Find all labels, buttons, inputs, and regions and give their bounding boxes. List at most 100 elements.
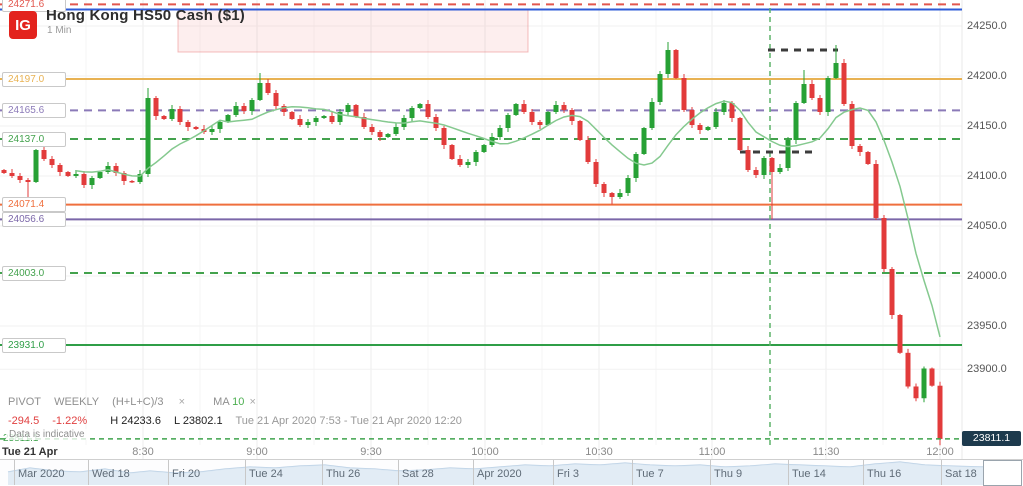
navigator-divider xyxy=(941,460,942,485)
pivot-indicator-period[interactable]: WEEKLY xyxy=(54,396,100,408)
candle-body xyxy=(585,140,591,162)
candle-body xyxy=(913,386,919,399)
time-axis-label: 9:30 xyxy=(360,446,382,458)
candle-body xyxy=(673,50,679,78)
candle-body xyxy=(161,116,167,119)
candle-body xyxy=(345,105,351,112)
candle-body xyxy=(369,127,375,132)
candle-body xyxy=(113,166,119,173)
ma-line xyxy=(75,100,941,338)
candle-body xyxy=(497,128,503,137)
navigator-date-label: Thu 9 xyxy=(714,468,743,480)
session-low-label: L xyxy=(174,415,180,427)
candle-body xyxy=(337,112,343,122)
candle-body xyxy=(809,84,815,98)
candle-body xyxy=(385,134,391,137)
ig-logo: IG xyxy=(9,11,37,39)
candle-body xyxy=(897,315,903,353)
pivot-level-label: 24165.6 xyxy=(2,102,66,118)
candle-body xyxy=(177,109,183,122)
candle-body xyxy=(273,93,279,106)
candle-body xyxy=(545,112,551,125)
candle-body xyxy=(57,165,63,172)
candle-body xyxy=(249,100,255,111)
navigator-date-label: Fri 20 xyxy=(172,468,201,480)
price-axis-label: 24200.0 xyxy=(967,70,1007,82)
navigator-date-label: Tue 7 xyxy=(636,468,664,480)
navigator-date-label: Fri 3 xyxy=(557,468,579,480)
candle-body xyxy=(313,118,319,122)
pivot-indicator-name[interactable]: PIVOT xyxy=(8,396,42,408)
candle-body xyxy=(241,106,247,111)
price-axis-label: 23950.0 xyxy=(967,320,1007,332)
navigator-date-label: Sat 18 xyxy=(945,468,977,480)
navigator-divider xyxy=(245,460,246,485)
chart-interval: 1 Min xyxy=(47,25,72,36)
date-navigator-scrollbar[interactable]: Mar 2020 Wed 18 Fri 20 Tue 24 Thu 26 Sat 28 Ap… xyxy=(0,459,1023,486)
candle-body xyxy=(217,122,223,129)
navigator-date-label: Mar 2020 xyxy=(18,468,65,480)
candle-body xyxy=(49,159,55,165)
pivot-level-label: 23931.0 xyxy=(2,337,66,353)
remove-ma-icon[interactable]: × xyxy=(249,396,256,408)
candle-body xyxy=(281,106,287,112)
time-axis-label: 12:00 xyxy=(926,446,954,458)
candle-body xyxy=(185,122,191,127)
candle-body xyxy=(609,193,615,197)
last-price-badge: 23811.1 xyxy=(962,430,1021,446)
candle-body xyxy=(65,172,71,176)
ma-indicator-period[interactable]: 10 xyxy=(232,396,245,408)
candle-body xyxy=(473,152,479,162)
candle-body xyxy=(321,116,327,118)
price-axis-label: 24150.0 xyxy=(967,120,1007,132)
candle-body xyxy=(737,118,743,150)
navigator-selection[interactable] xyxy=(983,460,1022,486)
navigator-date-label: Tue 14 xyxy=(792,468,826,480)
highlight-zone xyxy=(177,9,529,53)
price-axis-label: 24100.0 xyxy=(967,170,1007,182)
candle-body xyxy=(793,103,799,140)
pivot-indicator-formula[interactable]: (H+L+C)/3 xyxy=(112,396,164,408)
candle-body xyxy=(361,117,367,127)
session-stats: -294.5 -1.22% H 24233.6 L 23802.1 Tue 21… xyxy=(8,415,462,427)
candle-body xyxy=(617,193,623,197)
remove-pivot-icon[interactable]: × xyxy=(178,396,186,408)
instrument-title: Hong Kong HS50 Cash ($1) xyxy=(46,7,245,24)
data-indicative-note: Data is indicative xyxy=(6,429,88,440)
candle-body xyxy=(409,108,415,118)
candle-body xyxy=(777,168,783,172)
candle-body xyxy=(329,116,335,122)
candle-body xyxy=(905,352,911,387)
candle-body xyxy=(73,174,79,176)
candle-body xyxy=(761,158,767,175)
candle-body xyxy=(697,125,703,130)
candle-body xyxy=(649,102,655,128)
candle-body xyxy=(537,122,543,125)
candle-body xyxy=(393,127,399,134)
session-low-value: 23802.1 xyxy=(182,415,223,427)
pivot-level-label: 24003.0 xyxy=(2,265,66,281)
candle-body xyxy=(601,184,607,193)
navigator-divider xyxy=(632,460,633,485)
time-axis-label: 11:30 xyxy=(812,446,840,458)
candle-body xyxy=(801,84,807,103)
candle-body xyxy=(937,385,943,439)
candle-body xyxy=(153,98,159,116)
candle-body xyxy=(641,128,647,154)
candle-body xyxy=(305,122,311,125)
candle-body xyxy=(89,178,95,185)
candle-body xyxy=(81,174,87,185)
navigator-date-label: Thu 16 xyxy=(867,468,902,480)
candle-body xyxy=(753,170,759,175)
candle-body xyxy=(729,103,735,118)
navigator-divider xyxy=(788,460,789,485)
change-points: -294.5 xyxy=(8,415,40,427)
candle-body xyxy=(833,63,839,78)
candle-body xyxy=(193,127,199,129)
candle-body xyxy=(561,105,567,110)
ma-indicator-name[interactable]: MA xyxy=(213,396,230,408)
session-high-label: H xyxy=(110,415,119,427)
navigator-date-label: Sat 28 xyxy=(402,468,434,480)
candle-body xyxy=(377,132,383,137)
